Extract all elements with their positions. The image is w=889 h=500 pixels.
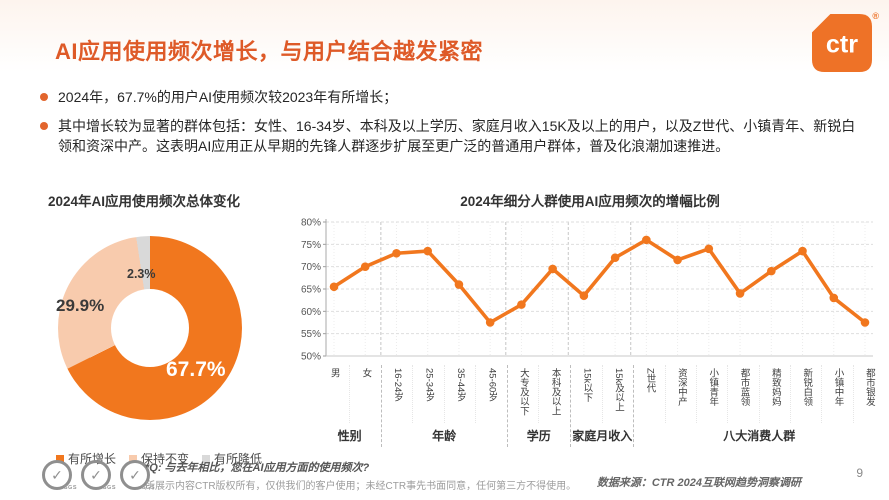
- x-tick-label: 35-44岁: [454, 368, 466, 402]
- x-tick-label: 15k及以上: [613, 368, 625, 412]
- x-axis-group: 15k以下 15k及以上家庭月收入: [570, 365, 633, 447]
- svg-text:60%: 60%: [301, 307, 321, 318]
- certification-badges: ✓ SGS ✓ SGS ✓ SGS: [42, 460, 154, 491]
- page-number: 9: [856, 466, 863, 480]
- summary-bullets: 2024年，67.7%的用户AI使用频次较2023年有所增长； 其中增长较为显著…: [40, 88, 866, 166]
- x-tick-label: 小镇青年: [707, 368, 719, 406]
- x-tick-label: 16-24岁: [391, 368, 403, 402]
- x-tick: 精致妈妈: [758, 365, 790, 423]
- x-tick: 新锐白领: [790, 365, 821, 423]
- x-tick: 25-34岁: [412, 365, 443, 423]
- x-axis-group: Z世代 资深中产 小镇青年 都市蓝领 精致妈妈 新锐白领 小镇中年 都市银发八大消费人群: [633, 365, 884, 447]
- svg-text:80%: 80%: [301, 218, 321, 229]
- x-tick-label: 新锐白领: [801, 368, 813, 406]
- footer: ✓ SGS ✓ SGS ✓ SGS *Q: 与去年相比，您在AI应用方面的使用频次? 所展…: [0, 456, 889, 500]
- x-tick: 16-24岁: [382, 365, 412, 423]
- legend-swatch-icon: [202, 454, 211, 463]
- line-chart-title: 2024年细分人群使用AI应用频次的增幅比例: [460, 194, 720, 209]
- line-chart: 50% 55% 60% 65% 70% 75% 80%: [301, 218, 873, 363]
- x-tick-label: 大专及以下: [517, 368, 529, 416]
- bullet-item: 2024年，67.7%的用户AI使用频次较2023年有所增长；: [40, 88, 866, 108]
- x-tick: 35-44岁: [443, 365, 475, 423]
- group-label: 学历: [526, 429, 551, 443]
- legend-item: 有所降低: [202, 450, 262, 467]
- sgs-badge-label: SGS: [63, 485, 77, 491]
- x-tick: 男: [318, 365, 349, 423]
- x-tick: 小镇中年: [821, 365, 852, 423]
- legend-swatch-icon: [129, 454, 138, 463]
- donut-legend: 有所增长 保持不变 有所降低: [40, 450, 288, 467]
- x-tick-label: 45-60岁: [486, 368, 498, 402]
- x-tick: 都市银发: [852, 365, 884, 423]
- legend-swatch-icon: [56, 454, 64, 463]
- x-tick-label: 女: [360, 368, 372, 378]
- page-title: AI应用使用频次增长，与用户结合越发紧密: [55, 39, 484, 64]
- x-axis-group: 男 女性别: [318, 365, 380, 447]
- ctr-logo-text: ctr: [826, 31, 858, 59]
- group-label: 性别: [337, 429, 362, 443]
- sgs-badge-label: SGS: [141, 485, 155, 491]
- x-tick: 45-60岁: [475, 365, 506, 423]
- bullet-text: 2024年，67.7%的用户AI使用频次较2023年有所增长；: [58, 89, 398, 105]
- svg-text:50%: 50%: [301, 352, 321, 363]
- header-band: [0, 0, 889, 80]
- x-tick-label: 资深中产: [675, 368, 687, 406]
- survey-question: *Q: 与去年相比，您在AI应用方面的使用频次?: [145, 462, 370, 474]
- donut-chart: 67.7% 29.9% 2.3%: [40, 210, 288, 446]
- line-chart-panel: 2024年细分人群使用AI应用频次的增幅比例 50% 55% 60% 65% 70% 75…: [296, 190, 884, 447]
- x-tick-label: 25-34岁: [423, 368, 435, 402]
- ctr-logo: ctr ®: [811, 11, 879, 75]
- x-tick: 15k以下: [571, 365, 602, 423]
- x-tick: 都市蓝领: [727, 365, 758, 423]
- x-tick-label: 小镇中年: [832, 368, 844, 406]
- x-tick-label: 男: [328, 368, 340, 378]
- x-tick: 本科及以上: [538, 365, 570, 423]
- svg-text:55%: 55%: [301, 329, 321, 340]
- x-tick-label: 本科及以上: [549, 368, 561, 416]
- bullet-dot-icon: [40, 93, 48, 101]
- donut-chart-panel: 2024年AI应用使用频次总体变化 67.7% 29.9% 2.3% 有所增长保…: [40, 190, 288, 467]
- donut-label-increase: 67.7%: [166, 358, 226, 381]
- x-tick-label: 都市银发: [863, 368, 875, 406]
- x-axis-group: 16-24岁 25-34岁 35-44岁 45-60岁年龄: [380, 365, 507, 447]
- x-tick: Z世代: [634, 365, 664, 423]
- x-tick: 小镇青年: [696, 365, 727, 423]
- x-tick-label: 15k以下: [581, 368, 593, 403]
- x-tick: 女: [349, 365, 381, 423]
- svg-text:75%: 75%: [301, 240, 321, 251]
- group-label: 八大消费人群: [723, 429, 796, 443]
- ctr-logo-shape: ctr: [812, 13, 872, 73]
- group-label: 家庭月收入: [572, 429, 633, 443]
- x-axis: 男 女性别 16-24岁 25-34岁 35-44岁 45-60岁年龄 大专及以下 本科及以上…: [318, 365, 884, 447]
- x-tick-label: Z世代: [644, 368, 656, 393]
- donut-label-unchanged: 29.9%: [56, 296, 105, 315]
- legend-item: 保持不变: [129, 450, 189, 467]
- registered-mark: ®: [872, 11, 879, 21]
- donut-chart-title: 2024年AI应用使用频次总体变化: [48, 194, 241, 209]
- sgs-badge-icon: ✓ SGS: [120, 460, 154, 491]
- x-axis-group: 大专及以下 本科及以上学历: [506, 365, 570, 447]
- sgs-badge-label: SGS: [102, 485, 116, 491]
- svg-text:65%: 65%: [301, 285, 321, 296]
- sgs-badge-icon: ✓ SGS: [81, 460, 115, 491]
- donut-ring: [58, 236, 242, 420]
- svg-text:70%: 70%: [301, 262, 321, 273]
- x-tick-label: 精致妈妈: [769, 368, 781, 406]
- donut-label-decrease: 2.3%: [127, 267, 156, 281]
- group-label: 年龄: [432, 429, 457, 443]
- copyright-note: 所展示内容CTR版权所有，仅供我们的客户使用；未经CTR事先书面同意，任何第三方…: [145, 481, 577, 492]
- bullet-dot-icon: [40, 121, 48, 130]
- x-tick: 大专及以下: [508, 365, 539, 423]
- sgs-badge-icon: ✓ SGS: [42, 460, 76, 491]
- bullet-text: 其中增长较为显著的群体包括：女性、16-34岁、本科及以上学历、家庭月收入15K…: [58, 117, 856, 154]
- data-source: 数据来源：CTR 2024互联网趋势洞察调研: [596, 477, 801, 489]
- bullet-item: 其中增长较为显著的群体包括：女性、16-34岁、本科及以上学历、家庭月收入15K…: [40, 117, 866, 157]
- x-tick: 资深中产: [664, 365, 696, 423]
- x-tick-label: 都市蓝领: [738, 368, 750, 406]
- x-tick: 15k及以上: [601, 365, 634, 423]
